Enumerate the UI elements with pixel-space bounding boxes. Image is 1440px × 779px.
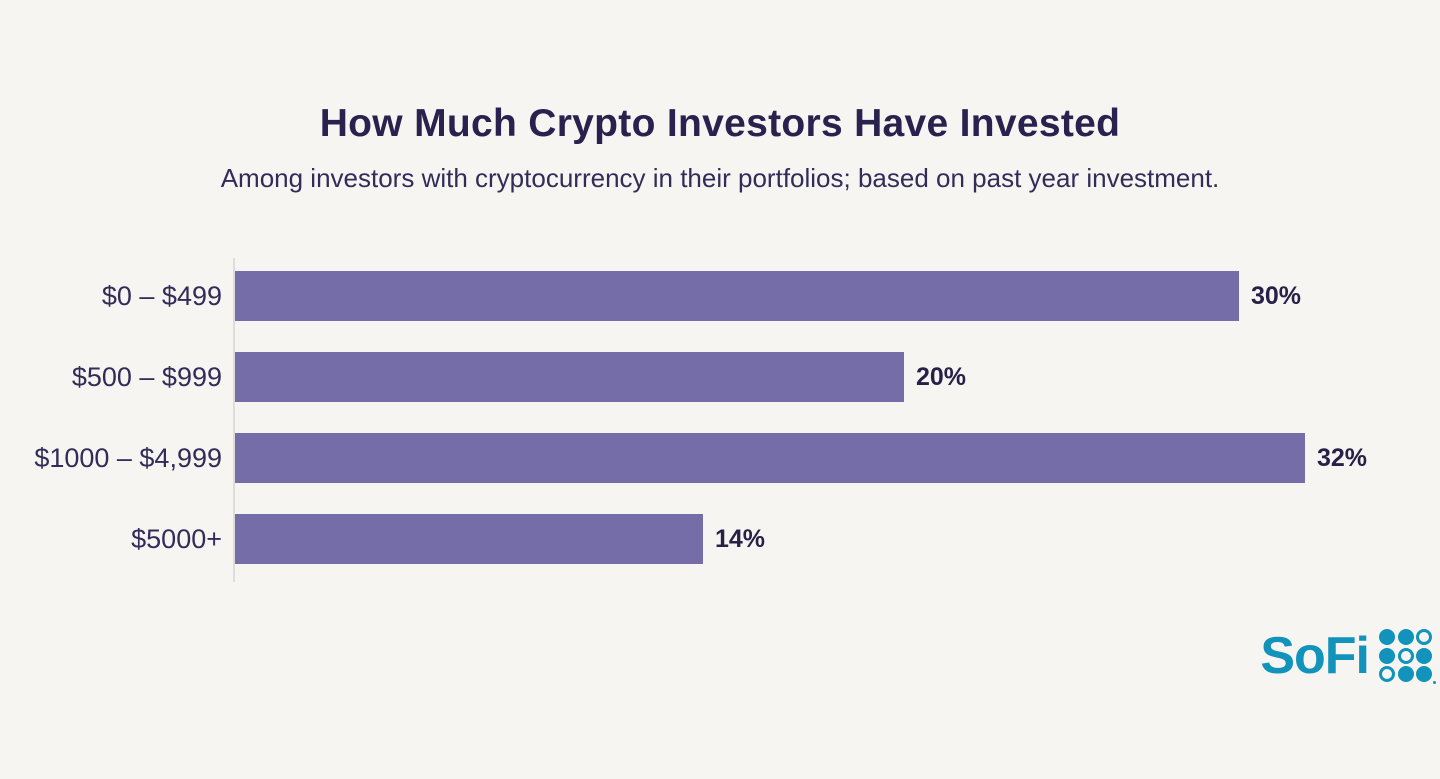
bar-row: $1000 – $4,999 32% [34, 433, 1393, 483]
sofi-logo: SoFi [1260, 626, 1436, 685]
category-label: $0 – $499 [101, 280, 222, 311]
bar [235, 352, 904, 402]
outline-dot [1379, 666, 1395, 682]
filled-dot [1379, 647, 1395, 664]
outline-dot [1397, 647, 1414, 664]
value-label: 14% [715, 524, 766, 553]
filled-dot [1397, 666, 1414, 682]
value-label: 20% [916, 362, 967, 391]
bar [235, 514, 703, 564]
category-label: $500 – $999 [71, 361, 222, 392]
value-label: 32% [1317, 443, 1368, 472]
chart-title: How Much Crypto Investors Have Invested [319, 102, 1121, 145]
bar-chart: $0 – $499 30% $500 – $999 20% $1000 – $4,999… [34, 258, 1393, 582]
filled-dot [1416, 666, 1432, 682]
sofi-dots-icon [1379, 629, 1436, 684]
bar-row: $500 – $999 20% [72, 352, 1393, 402]
bar [235, 271, 1239, 321]
filled-dot [1416, 647, 1432, 664]
chart-subtitle: Among investors with cryptocurrency in t… [220, 163, 1220, 193]
category-label: $5000+ [131, 523, 222, 554]
bar-row: $0 – $499 30% [102, 271, 1393, 321]
value-label: 30% [1251, 281, 1302, 310]
outline-dot [1416, 629, 1432, 645]
filled-dot [1397, 629, 1414, 645]
bar-row: $5000+ 14% [131, 514, 1393, 564]
category-label: $1000 – $4,999 [34, 442, 222, 473]
filled-dot [1379, 629, 1395, 645]
sofi-wordmark: SoFi [1260, 626, 1370, 685]
trademark-dot [1433, 681, 1436, 684]
bar [235, 433, 1305, 483]
